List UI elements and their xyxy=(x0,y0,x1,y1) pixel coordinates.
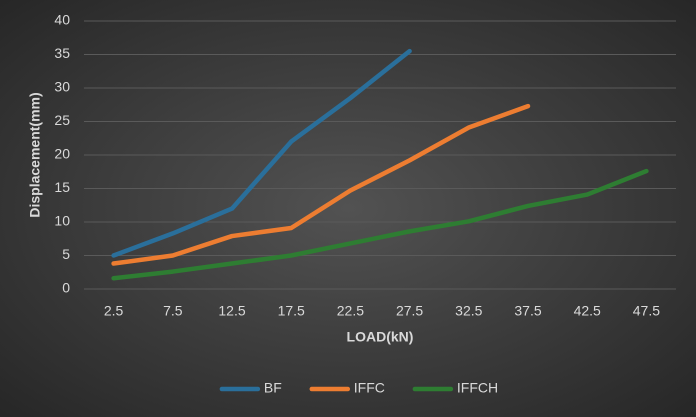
y-tick-label: 10 xyxy=(54,213,70,229)
y-axis-title: Displacement(mm) xyxy=(27,92,43,217)
series-line xyxy=(111,103,531,266)
y-tick-label: 20 xyxy=(54,146,70,162)
x-tick-label: 2.5 xyxy=(104,303,124,319)
legend-label: IFFC xyxy=(354,380,385,396)
x-tick-label: 42.5 xyxy=(574,303,601,319)
y-tick-label: 30 xyxy=(54,79,70,95)
x-tick-label: 27.5 xyxy=(396,303,423,319)
x-tick-label: 32.5 xyxy=(455,303,482,319)
x-tick-label: 17.5 xyxy=(278,303,305,319)
x-axis-title: LOAD(kN) xyxy=(347,329,414,345)
series-line xyxy=(111,48,412,258)
legend-label: IFFCH xyxy=(457,380,498,396)
series-line xyxy=(111,168,649,281)
x-tick-label: 22.5 xyxy=(337,303,364,319)
y-tick-label: 5 xyxy=(62,246,70,262)
x-tick-label: 12.5 xyxy=(218,303,245,319)
x-tick-label: 37.5 xyxy=(514,303,541,319)
x-tick-label: 7.5 xyxy=(163,303,183,319)
y-tick-label: 0 xyxy=(62,280,70,296)
y-tick-label: 35 xyxy=(54,45,70,61)
y-tick-label: 25 xyxy=(54,112,70,128)
x-tick-label: 47.5 xyxy=(633,303,660,319)
legend-label: BF xyxy=(264,380,282,396)
y-tick-label: 15 xyxy=(54,179,70,195)
y-tick-label: 40 xyxy=(54,12,70,28)
